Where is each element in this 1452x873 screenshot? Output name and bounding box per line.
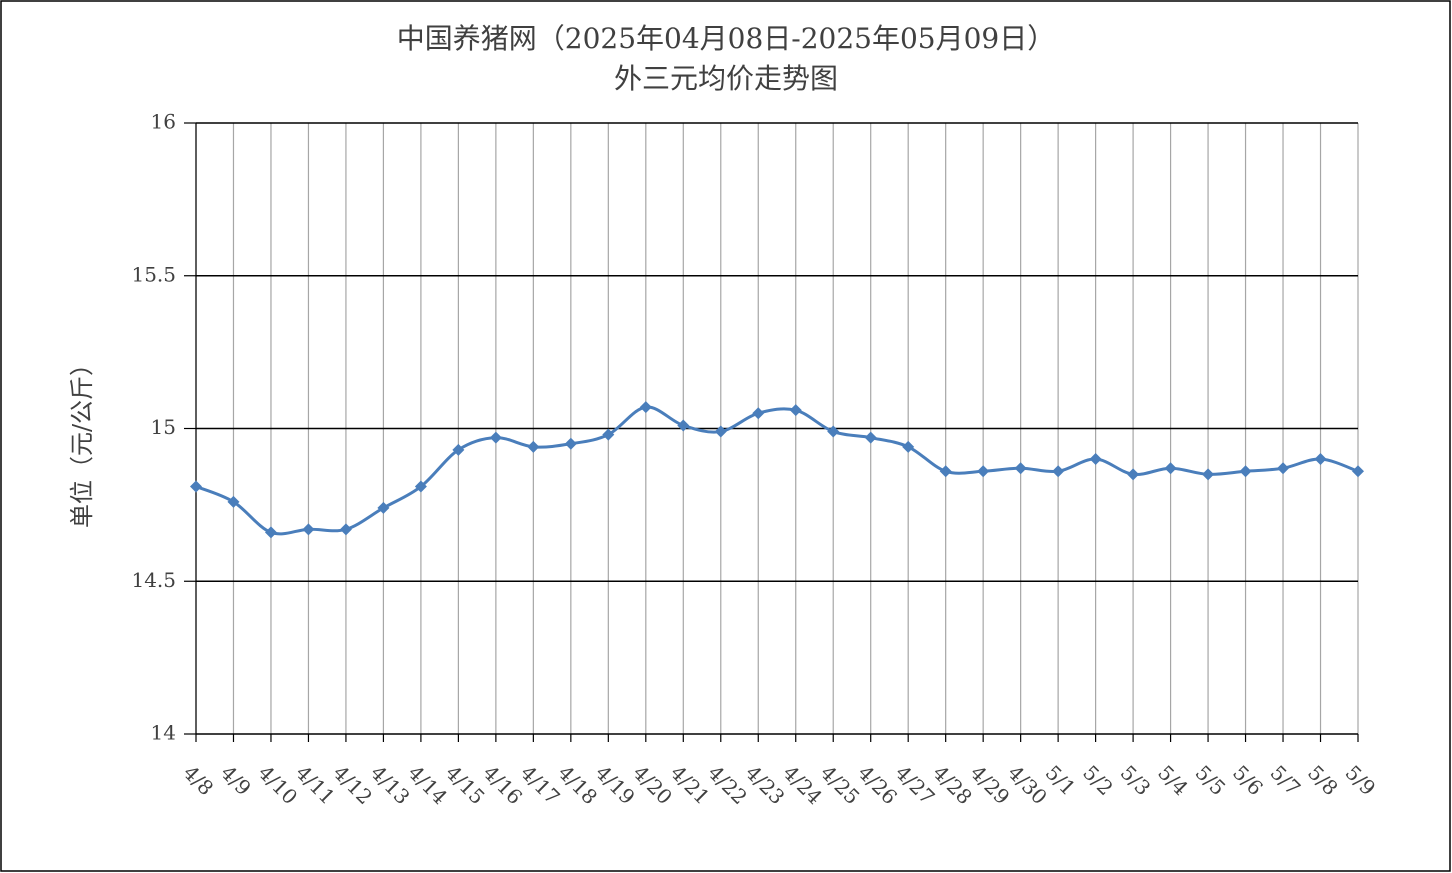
data-marker xyxy=(377,501,390,514)
data-marker xyxy=(1164,462,1177,475)
y-tick-label: 16 xyxy=(151,110,176,134)
data-marker xyxy=(264,526,277,539)
data-marker xyxy=(639,401,652,414)
data-marker xyxy=(1277,462,1290,475)
data-marker xyxy=(190,480,202,493)
data-marker xyxy=(1052,465,1065,478)
data-marker xyxy=(1127,468,1140,481)
data-marker xyxy=(789,404,802,417)
y-axis-label: 单位（元/公斤） xyxy=(68,352,96,528)
y-tick-label: 14.5 xyxy=(131,568,176,592)
chart-subtitle: 外三元均价走势图 xyxy=(614,62,838,95)
data-marker xyxy=(864,431,877,444)
data-marker xyxy=(1014,462,1027,475)
data-marker xyxy=(1314,453,1327,466)
data-marker xyxy=(1202,468,1215,481)
data-marker xyxy=(452,443,465,456)
data-marker xyxy=(564,437,577,450)
data-marker xyxy=(227,495,240,508)
data-marker xyxy=(1239,465,1252,478)
data-marker xyxy=(489,431,502,444)
data-marker xyxy=(527,440,540,453)
y-tick-label: 14 xyxy=(151,721,176,745)
y-tick-label: 15.5 xyxy=(131,262,176,286)
data-marker xyxy=(302,523,315,536)
data-marker xyxy=(714,425,727,438)
data-marker xyxy=(902,440,915,453)
data-marker xyxy=(602,428,615,441)
data-marker xyxy=(339,523,352,536)
data-marker xyxy=(1089,453,1102,466)
data-marker xyxy=(1352,465,1364,478)
y-tick-label: 15 xyxy=(151,415,176,439)
data-marker xyxy=(414,480,427,493)
data-marker xyxy=(752,407,765,420)
data-marker xyxy=(939,465,952,478)
data-marker xyxy=(827,425,840,438)
data-marker xyxy=(677,419,690,432)
data-marker xyxy=(977,465,990,478)
chart-title: 中国养猪网（2025年04月08日-2025年05月09日） xyxy=(397,22,1056,55)
